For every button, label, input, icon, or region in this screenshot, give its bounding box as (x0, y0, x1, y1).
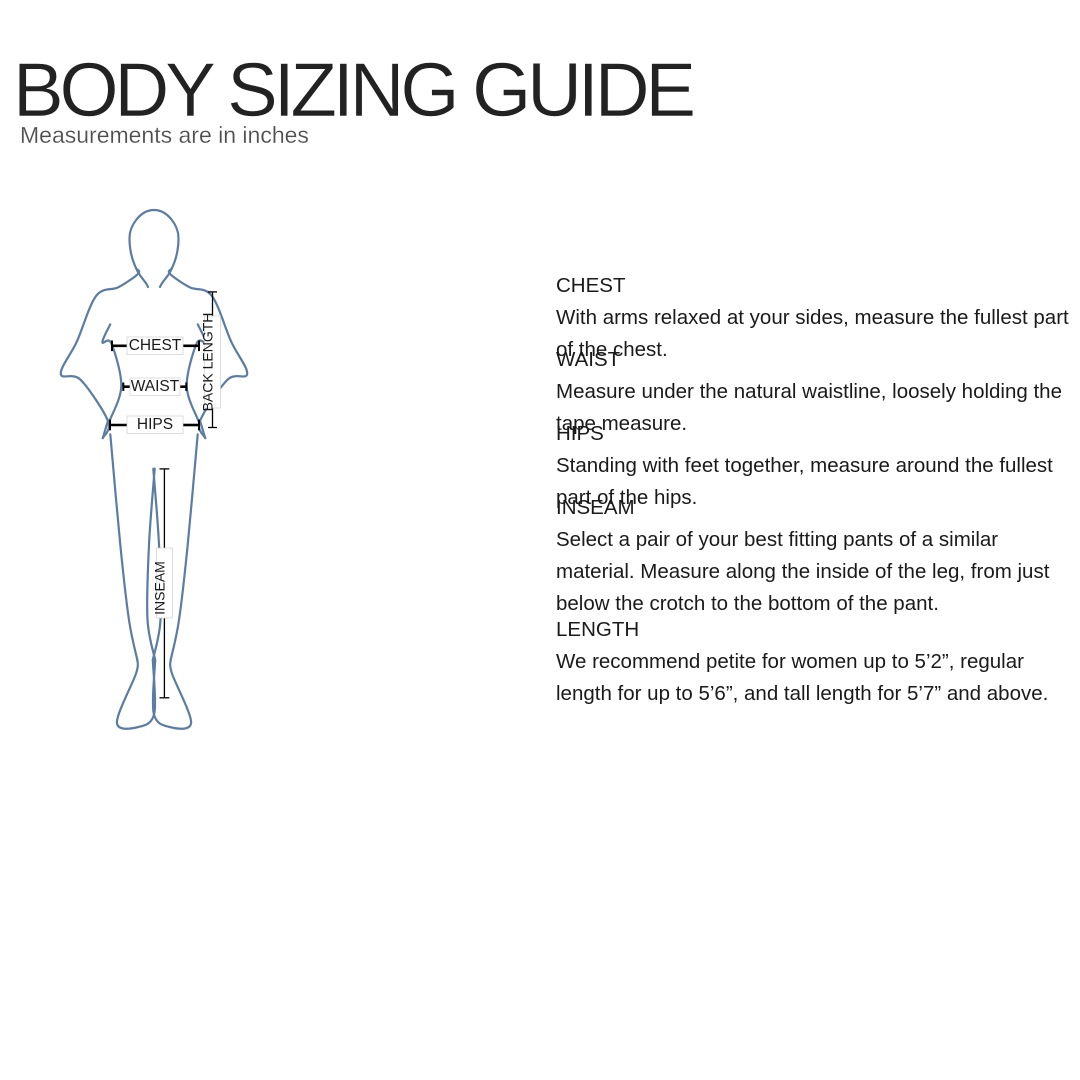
svg-text:CHEST: CHEST (129, 337, 182, 354)
svg-text:BACK LENGTH: BACK LENGTH (200, 313, 216, 412)
svg-text:WAIST: WAIST (131, 378, 180, 395)
svg-text:HIPS: HIPS (137, 416, 173, 433)
svg-text:INSEAM: INSEAM (151, 561, 167, 615)
